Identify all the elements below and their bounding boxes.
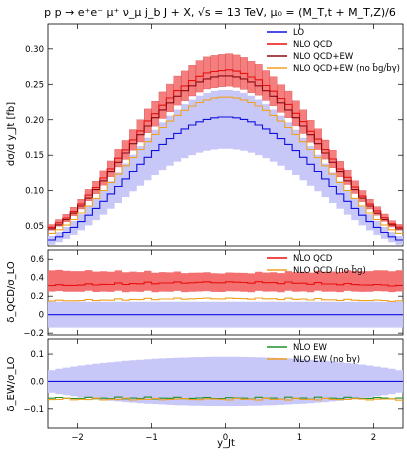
legend-entry: NLO EW (293, 343, 328, 353)
x-tick-label: 2 (371, 433, 376, 443)
y-tick-label: 0.25 (25, 80, 44, 90)
y-tick-label: 0 (39, 311, 44, 321)
legend-entry: NLO QCD+EW (no b̄g/b̄γ) (293, 62, 400, 74)
legend-entry: NLO EW (no b̄γ) (293, 353, 360, 365)
x-tick-label: 1 (297, 433, 302, 443)
series-2-line (48, 75, 403, 230)
y-tick-label: −0.2 (23, 329, 44, 339)
ew-series-0-line (48, 396, 403, 400)
series-3-line (48, 96, 403, 234)
series-1-line (48, 69, 403, 228)
ew-series-1-line (48, 397, 403, 401)
ew-y-label: δ_EW/σ_LO (6, 356, 17, 411)
lo-scale-band (48, 90, 403, 245)
x-axis-label: y_Jt (217, 438, 235, 449)
y-tick-label: 0.0 (30, 377, 44, 387)
nlo-qcd-nobg-ratio-line (48, 297, 403, 302)
legend-entry: NLO QCD (293, 254, 333, 264)
legend-entry: NLO QCD+EW (293, 52, 354, 62)
main-panel: dσ/d y_Jt [fb] 0.05 0.10 0.15 0.20 0.25 0.30 L… (6, 23, 404, 247)
y-tick-label: 0.2 (30, 292, 44, 302)
plot-area (48, 356, 403, 407)
nlo-qcd-ratio-line (48, 281, 403, 287)
chart-title: p p → e⁺e⁻ μ⁺ ν_μ j_b J + X, √s = 13 TeV… (44, 6, 396, 19)
x-tick-label: −2 (71, 433, 84, 443)
legend-entry: NLO QCD (no b̄g) (293, 264, 366, 276)
x-tick-label: −1 (145, 433, 158, 443)
plot-area (48, 269, 403, 328)
y-tick-label: 0.10 (25, 187, 44, 197)
y-tick-label: 0.30 (25, 45, 44, 55)
y-tick-label: 0.15 (25, 151, 44, 161)
y-tick-label: 0.20 (25, 116, 44, 126)
y-tick-label: −0.1 (23, 405, 44, 415)
qcd-y-label: δ_QCD/σ_LO (6, 261, 17, 323)
y-tick-label: 0.4 (30, 274, 44, 284)
main-y-label: dσ/d y_Jt [fb] (6, 102, 17, 166)
x-tick-label: 0 (223, 433, 228, 443)
legend-entry: LO (293, 28, 304, 38)
plot-area (48, 53, 403, 245)
nlo-qcd-ratio-band (48, 269, 403, 293)
legend-entry: NLO QCD (293, 40, 333, 50)
y-tick-label: 0.6 (30, 255, 44, 265)
y-tick-label: 0.1 (30, 350, 44, 360)
series-0-line (48, 116, 403, 241)
y-tick-label: 0.05 (25, 222, 44, 232)
